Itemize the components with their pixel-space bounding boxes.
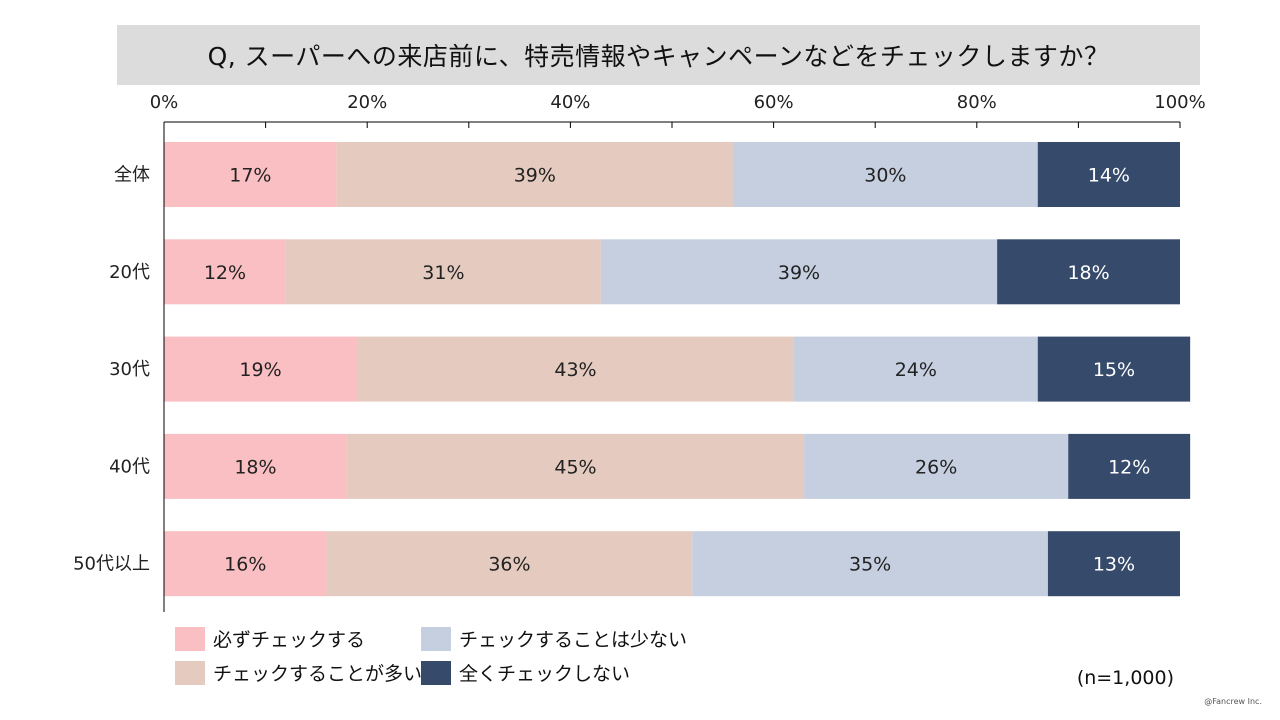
bar-segment: [692, 531, 1048, 597]
bar-segment: [997, 239, 1180, 305]
bar-segment: [1047, 531, 1180, 597]
bar-segment: [326, 531, 693, 597]
data-label: 18%: [1067, 262, 1109, 284]
bar-segment: [600, 239, 998, 305]
sample-size-note: (n=1,000): [1076, 667, 1174, 689]
data-label: 15%: [1093, 359, 1135, 381]
x-axis: 0% 20% 40% 60% 80% 100%: [150, 92, 1206, 128]
copyright-credit: @Fancrew Inc.: [1204, 697, 1262, 706]
data-label: 17%: [229, 165, 271, 187]
legend-label-rarely: チェックすることは少ない: [459, 629, 688, 651]
x-tick-label: 0%: [150, 92, 179, 113]
legend-swatch-rarely: [421, 626, 451, 651]
category-label: 50代以上: [73, 554, 150, 575]
data-label: 35%: [849, 554, 891, 576]
data-label: 12%: [204, 262, 246, 284]
data-label: 18%: [234, 456, 276, 478]
bar-segment: [1037, 336, 1191, 402]
category-label: 20代: [109, 262, 150, 283]
x-tick-label: 100%: [1154, 92, 1205, 113]
y-axis: 全体 20代 30代 40代 50代以上: [73, 122, 165, 612]
legend-swatch-often: [175, 660, 205, 685]
bar-segment: [164, 433, 347, 499]
bar-segment: [164, 531, 327, 597]
data-label: 26%: [915, 456, 957, 478]
legend-item-rarely: チェックすることは少ない: [421, 625, 687, 652]
legend-item-often: チェックすることが多い: [175, 659, 422, 686]
legend-item-always: 必ずチェックする: [175, 625, 365, 652]
bar-segment: [357, 336, 794, 402]
bar-segment: [1068, 433, 1191, 499]
category-label: 全体: [114, 165, 150, 186]
data-label: 13%: [1093, 554, 1135, 576]
data-label: 30%: [864, 165, 906, 187]
legend-label-often: チェックすることが多い: [213, 663, 423, 685]
data-label: 31%: [422, 262, 464, 284]
data-label: 39%: [514, 165, 556, 187]
x-tick-label: 20%: [347, 92, 387, 113]
bar-segment: [346, 433, 805, 499]
data-label: 43%: [554, 359, 596, 381]
x-tick-label: 80%: [957, 92, 997, 113]
x-tick-label: 40%: [550, 92, 590, 113]
bar-segment: [1037, 142, 1180, 207]
legend-swatch-always: [175, 626, 205, 651]
bar-segment: [336, 142, 733, 207]
legend-label-always: 必ずチェックする: [213, 629, 366, 651]
bar-segment: [732, 142, 1038, 207]
category-label: 30代: [109, 359, 150, 380]
data-label: 24%: [895, 359, 937, 381]
data-label: 39%: [778, 262, 820, 284]
legend-label-never: 全くチェックしない: [459, 663, 631, 685]
chart-title-bar: Q, スーパーへの来店前に、特売情報やキャンペーンなどをチェックしますか？: [117, 25, 1200, 85]
bar-segment: [164, 336, 358, 402]
data-label: 14%: [1088, 165, 1130, 187]
bar-segment: [793, 336, 1038, 402]
data-label: 12%: [1108, 456, 1150, 478]
x-tick-label: 60%: [754, 92, 794, 113]
data-label: 16%: [224, 554, 266, 576]
legend-item-never: 全くチェックしない: [421, 659, 630, 686]
bar-segment: [804, 433, 1069, 499]
chart-title: Q, スーパーへの来店前に、特売情報やキャンペーンなどをチェックしますか？: [207, 42, 1110, 71]
bar-segment: [285, 239, 601, 305]
legend: 必ずチェックする チェックすることが多い チェックすることは少ない 全くチェック…: [175, 625, 695, 689]
data-label: 19%: [239, 359, 281, 381]
category-label: 40代: [109, 456, 150, 477]
legend-swatch-never: [421, 660, 451, 685]
bars: 17% 39% 30% 14% 12% 31% 39% 18% 19% 43% 24% 15% 18% 4…: [164, 142, 1191, 597]
bar-segment: [164, 142, 337, 207]
bar-segment: [164, 239, 286, 305]
data-label: 36%: [488, 554, 530, 576]
data-label: 45%: [554, 456, 596, 478]
